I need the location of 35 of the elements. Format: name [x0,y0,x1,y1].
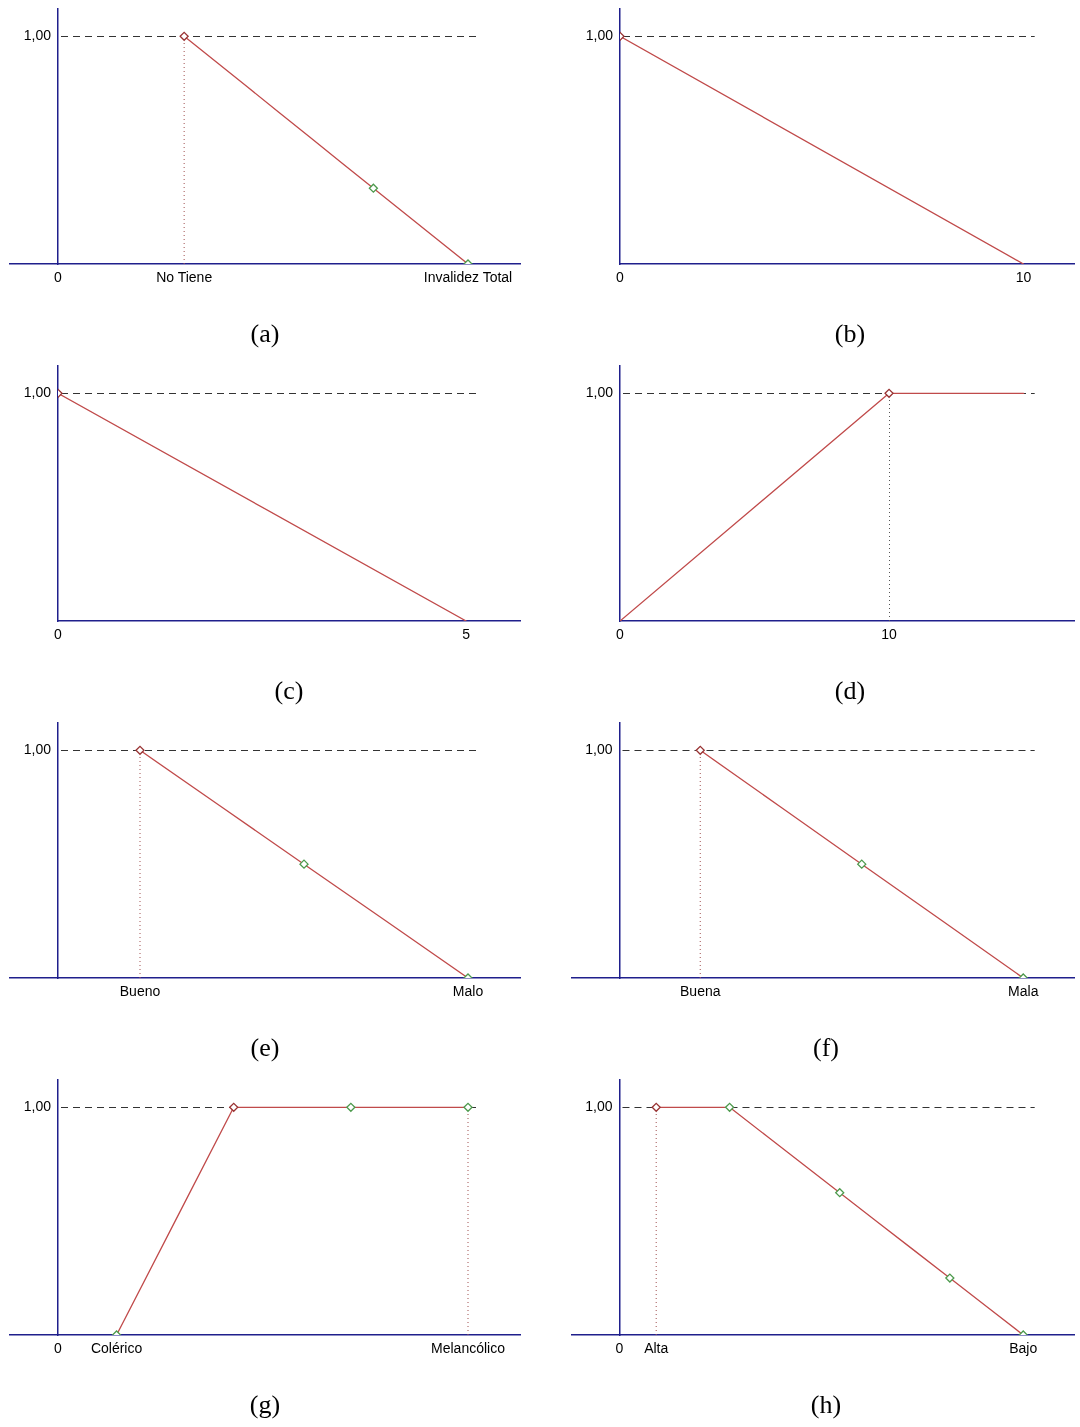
x-tick-label: 0 [54,1340,63,1357]
x-tick-label: No Tiene [156,269,213,286]
x-tick-label: Alta [644,1340,669,1357]
x-tick-label: 10 [881,626,898,643]
text: (h) [810,1390,842,1420]
text: (f) [813,1033,839,1063]
text: (b) [834,319,866,349]
ref-line-label: 1,00 [585,27,614,44]
x-tick-label: Bueno [119,983,161,1000]
x-tick-label: 0 [54,269,63,286]
x-tick-label: 0 [616,269,625,286]
text: (g) [249,1390,281,1420]
x-tick-label: Mala [1008,983,1039,1000]
ref-line-label: 1,00 [585,1098,613,1115]
text: (d) [834,676,866,706]
ref-line-label: 1,00 [23,741,52,758]
x-tick-label: 0 [615,1340,624,1357]
x-tick-label: Malo [452,983,484,1000]
ref-line-label: 1,00 [23,1098,52,1115]
ref-line-label: 1,00 [23,27,52,44]
x-tick-label: 0 [616,626,625,643]
ref-line-label: 1,00 [585,384,614,401]
text: (a) [250,319,280,349]
x-tick-label: Bajo [1009,1340,1038,1357]
text: (c) [274,676,304,706]
x-tick-label: 10 [1015,269,1032,286]
ref-line-label: 1,00 [23,384,52,401]
x-tick-label: Colérico [90,1340,143,1357]
x-tick-label: 5 [462,626,471,643]
x-tick-label: Buena [680,983,721,1000]
ref-line-label: 1,00 [585,741,613,758]
x-tick-label: Melancólico [431,1340,506,1357]
x-tick-label: 0 [54,626,63,643]
x-tick-label: Invalidez Total [423,269,513,286]
text: (e) [250,1033,280,1063]
